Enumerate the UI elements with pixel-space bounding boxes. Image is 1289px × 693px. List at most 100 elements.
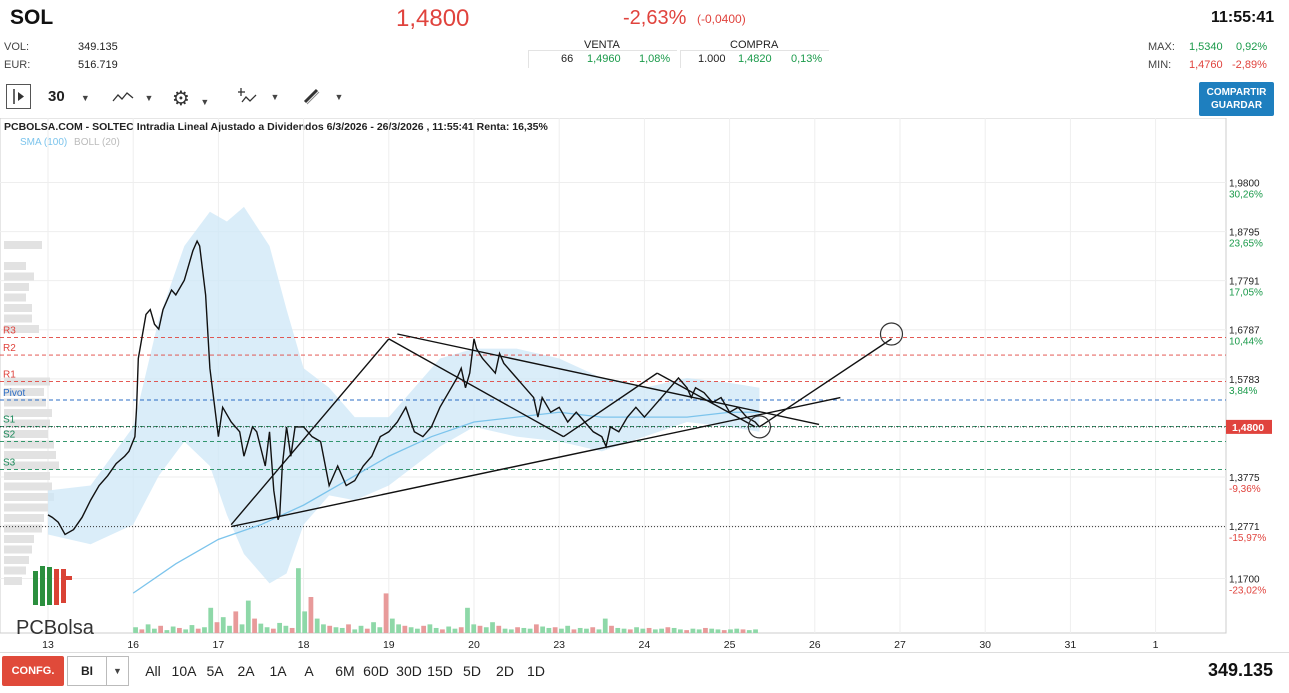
chart-legend: SMA (100) BOLL (20) bbox=[20, 137, 120, 148]
volume-bar bbox=[571, 629, 577, 633]
max-label: MAX: bbox=[1148, 41, 1175, 53]
settings-dropdown[interactable]: ⚙ ▼ bbox=[172, 86, 209, 111]
volume-bar bbox=[640, 628, 646, 633]
pivot-label-r2: R2 bbox=[3, 343, 16, 354]
volume-bar bbox=[164, 630, 170, 633]
volume-bar bbox=[245, 600, 251, 633]
sell-label: VENTA bbox=[584, 39, 620, 51]
mode-select[interactable]: BI ▼ bbox=[67, 656, 129, 686]
volume-profile-bar bbox=[4, 272, 34, 281]
volume-profile-bar bbox=[4, 577, 22, 585]
range-button-5d[interactable]: 5D bbox=[463, 663, 481, 679]
volume-bar bbox=[721, 630, 727, 633]
trendline bbox=[563, 372, 658, 438]
interval-value: 30 bbox=[48, 88, 65, 105]
share-save-button[interactable]: COMPARTIR GUARDAR bbox=[1199, 82, 1274, 116]
play-panel-icon bbox=[13, 89, 24, 104]
interval-dropdown[interactable]: 30 ▼ bbox=[48, 88, 90, 105]
vol-label: VOL: bbox=[4, 41, 30, 53]
volume-bar bbox=[533, 624, 539, 633]
panel-toggle-button[interactable] bbox=[6, 84, 31, 109]
volume-bar bbox=[277, 622, 282, 633]
pencil-icon bbox=[303, 88, 320, 105]
volume-bar bbox=[508, 629, 514, 633]
volume-profile-bar bbox=[4, 430, 48, 438]
volume-bar bbox=[402, 625, 408, 633]
trendline bbox=[397, 333, 820, 426]
volume-bar bbox=[559, 628, 564, 633]
volume-bar bbox=[239, 624, 245, 633]
volume-profile-bar bbox=[4, 440, 54, 449]
volume-bar bbox=[170, 626, 176, 633]
volume-bar bbox=[433, 627, 439, 633]
range-button-1a[interactable]: 1A bbox=[269, 663, 287, 679]
trendline bbox=[231, 396, 841, 528]
range-button-a[interactable]: A bbox=[304, 663, 314, 679]
chevron-down-icon: ▼ bbox=[113, 666, 122, 676]
volume-bar bbox=[502, 628, 508, 633]
volume-bar bbox=[202, 627, 207, 633]
range-button-60d[interactable]: 60D bbox=[363, 663, 389, 679]
trendline bbox=[759, 338, 892, 428]
x-tick-label: 26 bbox=[809, 639, 821, 651]
range-button-1d[interactable]: 1D bbox=[527, 663, 545, 679]
line-chart-icon bbox=[112, 91, 134, 102]
volume-profile-bar bbox=[4, 566, 26, 575]
volume-bar bbox=[690, 628, 696, 633]
indicators-dropdown[interactable]: ▼ bbox=[238, 87, 279, 105]
y-tick-pct: 10,44% bbox=[1229, 337, 1263, 348]
volume-profile-bar bbox=[4, 524, 42, 533]
volume-bar bbox=[377, 627, 383, 633]
volume-bar bbox=[577, 627, 583, 633]
buy-label: COMPRA bbox=[730, 39, 779, 51]
range-button-30d[interactable]: 30D bbox=[396, 663, 422, 679]
range-button-2d[interactable]: 2D bbox=[496, 663, 514, 679]
volume-profile-bar bbox=[4, 461, 59, 470]
change-percent: -2,63% bbox=[623, 7, 687, 29]
volume-profile-bar bbox=[4, 503, 48, 512]
volume-profile-bar bbox=[4, 419, 50, 428]
volume-bar bbox=[252, 618, 257, 633]
x-tick-label: 25 bbox=[724, 639, 736, 651]
range-button-5a[interactable]: 5A bbox=[206, 663, 224, 679]
volume-bar bbox=[189, 625, 195, 633]
volume-bar bbox=[621, 628, 627, 633]
y-tick-label: 1,9800 bbox=[1229, 178, 1260, 189]
y-tick-pct: -23,02% bbox=[1229, 585, 1266, 596]
y-tick-pct: 23,65% bbox=[1229, 239, 1263, 250]
draw-tools-dropdown[interactable]: ▼ bbox=[302, 87, 343, 105]
volume-bar bbox=[145, 624, 151, 633]
volume-profile-bar bbox=[4, 493, 54, 501]
volume-profile-bar bbox=[4, 409, 52, 417]
chart-type-dropdown[interactable]: ▼ bbox=[112, 88, 153, 106]
change-absolute: (-0,0400) bbox=[697, 12, 746, 26]
trendline bbox=[230, 338, 390, 526]
volume-profile-bar bbox=[4, 451, 56, 459]
volume-bar bbox=[678, 629, 683, 633]
volume-bar bbox=[151, 628, 157, 633]
last-update-time: 11:55:41 bbox=[1211, 9, 1275, 26]
range-button-10a[interactable]: 10A bbox=[171, 663, 197, 679]
bottom-divider bbox=[0, 652, 1289, 653]
volume-profile-bar bbox=[4, 514, 44, 522]
annotation-circle bbox=[747, 415, 772, 439]
volume-bar bbox=[734, 628, 740, 633]
volume-profile-bar bbox=[4, 472, 50, 480]
config-button[interactable]: CONFG. bbox=[2, 656, 64, 686]
range-button-6m[interactable]: 6M bbox=[335, 663, 355, 679]
last-price-tag bbox=[1226, 419, 1272, 434]
range-button-all[interactable]: All bbox=[145, 663, 161, 679]
volume-bar bbox=[609, 625, 614, 633]
volume-bar bbox=[270, 628, 276, 633]
volume-profile-bar bbox=[4, 556, 29, 564]
volume-bar bbox=[289, 627, 295, 633]
sell-pct: 1,08% bbox=[639, 53, 671, 65]
max-price: 1,5340 bbox=[1189, 41, 1223, 53]
indicators-icon bbox=[238, 88, 257, 103]
chevron-down-icon: ▼ bbox=[200, 97, 210, 107]
range-button-2a[interactable]: 2A bbox=[237, 663, 255, 679]
volume-bar bbox=[233, 611, 239, 633]
range-button-15d[interactable]: 15D bbox=[427, 663, 453, 679]
volume-profile-bar bbox=[4, 388, 44, 396]
